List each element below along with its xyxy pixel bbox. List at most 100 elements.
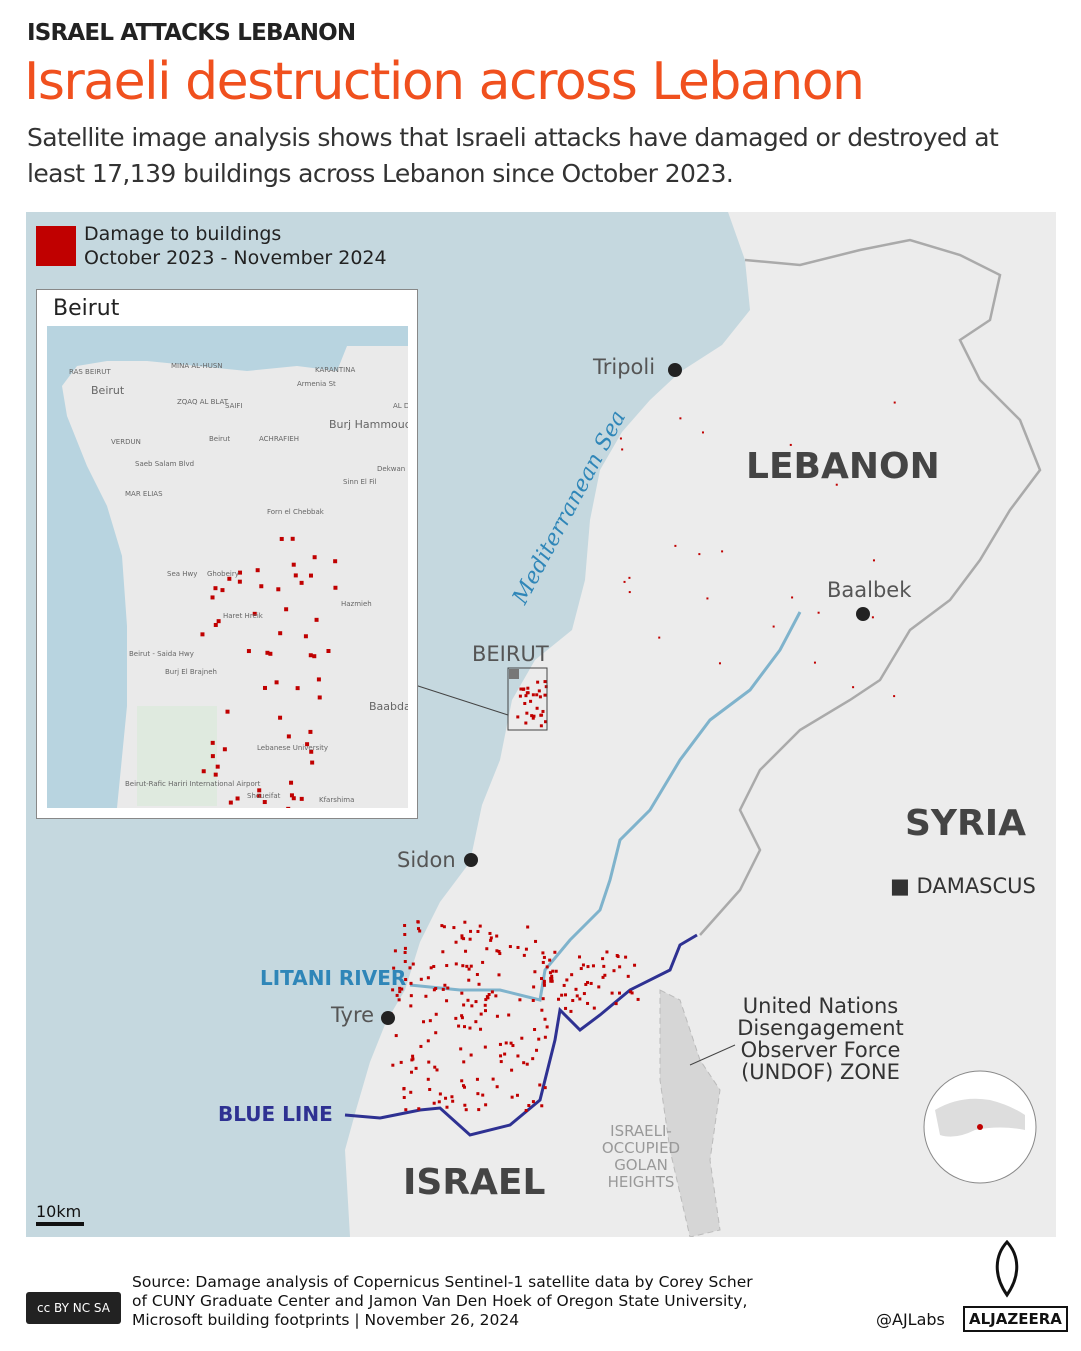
damage-marker: [772, 625, 775, 628]
damage-marker: [578, 955, 582, 959]
damage-marker: [531, 1057, 535, 1061]
damage-marker: [464, 1108, 468, 1112]
damage-marker: [403, 932, 407, 936]
damage-marker: [569, 1009, 573, 1013]
damage-marker: [871, 616, 874, 619]
damage-marker: [524, 947, 528, 951]
damage-marker: [303, 634, 308, 639]
damage-marker: [529, 699, 533, 703]
damage-marker: [308, 729, 313, 734]
damage-marker: [257, 788, 262, 793]
damage-marker: [312, 555, 317, 560]
damage-marker: [422, 1020, 426, 1024]
damascus-text: DAMASCUS: [916, 874, 1036, 898]
damage-marker: [426, 1077, 430, 1081]
damage-marker: [491, 1077, 495, 1081]
damage-marker: [452, 926, 456, 930]
damage-marker: [432, 964, 436, 968]
damage-marker: [789, 443, 792, 446]
damage-marker: [454, 1016, 458, 1020]
damage-marker: [237, 579, 242, 584]
damage-marker: [409, 1004, 413, 1008]
damage-marker: [210, 740, 215, 745]
inset-place-label: MAR ELIAS: [125, 490, 163, 498]
damage-marker: [852, 686, 855, 689]
inset-place-label: Beirut - Saida Hwy: [129, 650, 194, 658]
damage-marker: [483, 1045, 487, 1049]
inset-place-label: Burj El Brajneh: [165, 668, 217, 676]
damage-marker: [565, 978, 569, 982]
damage-marker: [409, 1090, 413, 1094]
damage-marker: [475, 1077, 479, 1081]
damage-marker: [520, 1036, 524, 1040]
damage-marker: [419, 977, 423, 981]
damage-marker: [265, 650, 270, 655]
damage-marker: [462, 1003, 466, 1007]
damage-marker: [701, 431, 704, 434]
damage-marker: [519, 687, 523, 691]
damage-marker: [893, 401, 896, 404]
damage-marker: [706, 597, 709, 600]
label-beirut: BEIRUT: [472, 642, 549, 666]
damage-marker: [614, 1002, 618, 1006]
damage-marker: [286, 734, 291, 739]
damage-marker: [252, 611, 257, 616]
damage-marker: [411, 962, 415, 966]
damage-marker: [440, 924, 444, 928]
damage-marker: [478, 924, 482, 928]
label-blue-line: BLUE LINE: [218, 1102, 333, 1126]
damage-marker: [507, 1013, 511, 1017]
label-tripoli: Tripoli: [593, 355, 656, 379]
damage-marker: [466, 998, 470, 1002]
damage-marker: [308, 573, 313, 578]
inset-place-label: Saeb Salam Blvd: [135, 460, 194, 468]
airport: [137, 706, 217, 806]
damage-marker: [460, 1016, 464, 1020]
damage-marker: [444, 1096, 448, 1100]
damage-marker: [530, 714, 534, 718]
damage-marker: [428, 1087, 432, 1091]
inset-place-label: Shoueifat: [247, 792, 281, 800]
damage-marker: [591, 964, 595, 968]
damage-marker: [835, 483, 838, 486]
damage-marker: [216, 619, 221, 624]
damage-marker: [518, 694, 522, 698]
inset-place-label: KARANTINA: [315, 366, 355, 374]
label-golan: ISRAELI-OCCUPIED GOLAN HEIGHTS: [601, 1122, 681, 1191]
damage-marker: [411, 1054, 415, 1058]
damage-marker: [454, 962, 458, 966]
damage-marker: [463, 1103, 467, 1107]
damage-marker: [817, 611, 820, 614]
inset-place-label: Beirut-Rafic Hariri International Airpor…: [125, 780, 261, 788]
scale-bar: [36, 1222, 84, 1226]
damage-marker: [222, 747, 227, 752]
damage-marker: [540, 713, 544, 717]
inset-place-label: Baabda: [369, 700, 408, 713]
damage-marker: [460, 1014, 464, 1018]
label-sidon: Sidon: [397, 848, 456, 872]
damage-marker: [571, 999, 575, 1003]
damage-marker: [582, 992, 586, 996]
damage-marker: [872, 559, 875, 562]
damage-marker: [479, 1012, 483, 1016]
damage-marker: [454, 940, 458, 944]
legend-label: Damage to buildings: [84, 223, 282, 245]
legend-swatch: [36, 226, 76, 266]
damage-marker: [469, 1053, 473, 1057]
damage-marker: [409, 994, 413, 998]
inset-place-label: RAS BEIRUT: [69, 368, 111, 376]
damage-marker: [597, 985, 601, 989]
damage-marker: [531, 716, 535, 720]
damage-marker: [541, 709, 545, 713]
damage-marker: [538, 1083, 542, 1087]
damage-marker: [462, 1025, 466, 1029]
damage-marker: [445, 999, 449, 1003]
damage-marker: [467, 978, 471, 982]
inset-place-label: Forn el Chebbak: [267, 508, 325, 516]
damage-marker: [525, 711, 529, 715]
damage-marker: [489, 938, 493, 942]
damage-marker: [459, 1047, 463, 1051]
damage-marker: [536, 680, 540, 684]
blue-line: [344, 933, 698, 1137]
damage-marker: [469, 929, 473, 933]
